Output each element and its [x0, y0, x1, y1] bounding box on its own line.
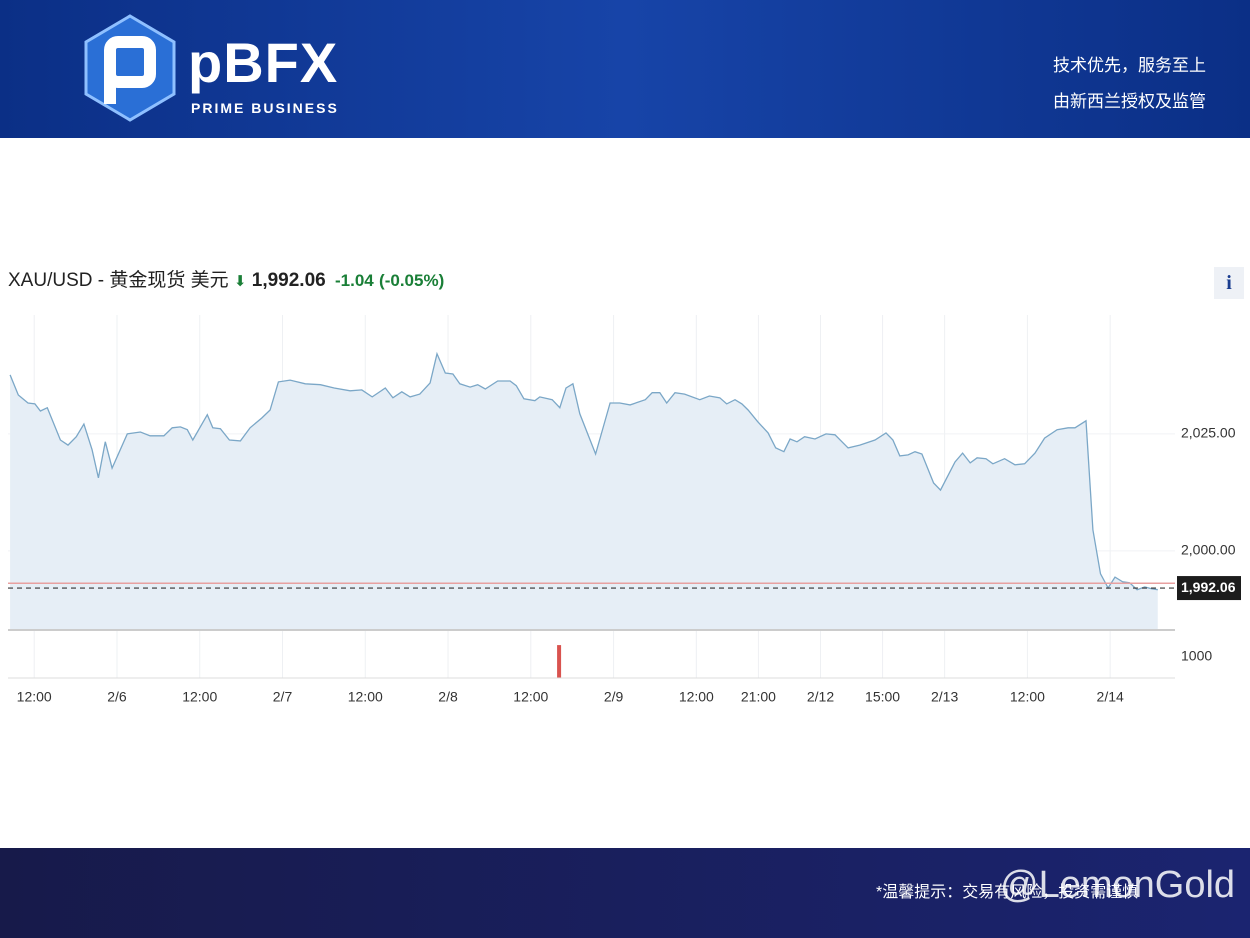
chart: 2,025.00 2,000.00 1,992.06 1000 12:00 2/6 12:0… — [8, 315, 1241, 705]
x-tick-label: 15:00 — [865, 689, 900, 705]
x-tick-label: 12:00 — [17, 689, 52, 705]
x-tick-label: 2/9 — [604, 689, 624, 705]
header: pBFX PRIME BUSINESS 技术优先，服务至上 由新西兰授权及监管 — [0, 0, 1250, 138]
last-price-label: 1,992.06 — [1181, 579, 1236, 595]
area-fill — [10, 353, 1158, 630]
x-tick-label: 21:00 — [741, 689, 776, 705]
x-tick-label: 2/6 — [107, 689, 127, 705]
x-tick-label: 2/14 — [1097, 689, 1124, 705]
y-tick-label: 2,025.00 — [1181, 425, 1236, 441]
x-tick-label: 2/13 — [931, 689, 958, 705]
logo-icon — [84, 14, 176, 122]
price: 1,992.06 — [251, 270, 326, 291]
y-tick-label: 2,000.00 — [1181, 542, 1236, 558]
x-tick-label: 12:00 — [679, 689, 714, 705]
price-line — [9, 351, 1158, 591]
x-tick-label: 12:00 — [513, 689, 548, 705]
volume-bar — [557, 645, 562, 678]
x-tick-label: 12:00 — [1010, 689, 1045, 705]
info-button[interactable]: i — [1214, 267, 1244, 299]
footer-note: *温馨提示：交易有风险，投资需谨慎 — [876, 884, 1139, 901]
x-tick-label: 2/12 — [807, 689, 834, 705]
x-tick-label: 12:00 — [348, 689, 383, 705]
footer: *温馨提示：交易有风险，投资需谨慎 @LemonGold — [0, 848, 1250, 938]
change: -1.04 — [335, 271, 374, 290]
brand: pBFX — [188, 31, 339, 94]
last-price-box — [1177, 576, 1241, 601]
quote-header: XAU/USD - 黄金现货 美元 ⬇ 1,992.06 -1.04 (-0.0… — [8, 265, 444, 292]
change-pct: (-0.05%) — [379, 271, 445, 290]
y-tick-label: 1000 — [1181, 648, 1212, 664]
watermark: @LemonGold — [1000, 864, 1236, 906]
down-arrow: ⬇ — [233, 273, 247, 290]
brand-sub: PRIME BUSINESS — [191, 100, 339, 116]
x-tick-label: 2/8 — [438, 689, 458, 705]
x-tick-label: 2/7 — [273, 689, 293, 705]
tagline: 技术优先，服务至上 — [1053, 56, 1206, 75]
x-tick-label: 12:00 — [182, 689, 217, 705]
symbol: XAU/USD - 黄金现货 美元 — [8, 270, 229, 291]
tagline: 由新西兰授权及监管 — [1053, 92, 1206, 111]
